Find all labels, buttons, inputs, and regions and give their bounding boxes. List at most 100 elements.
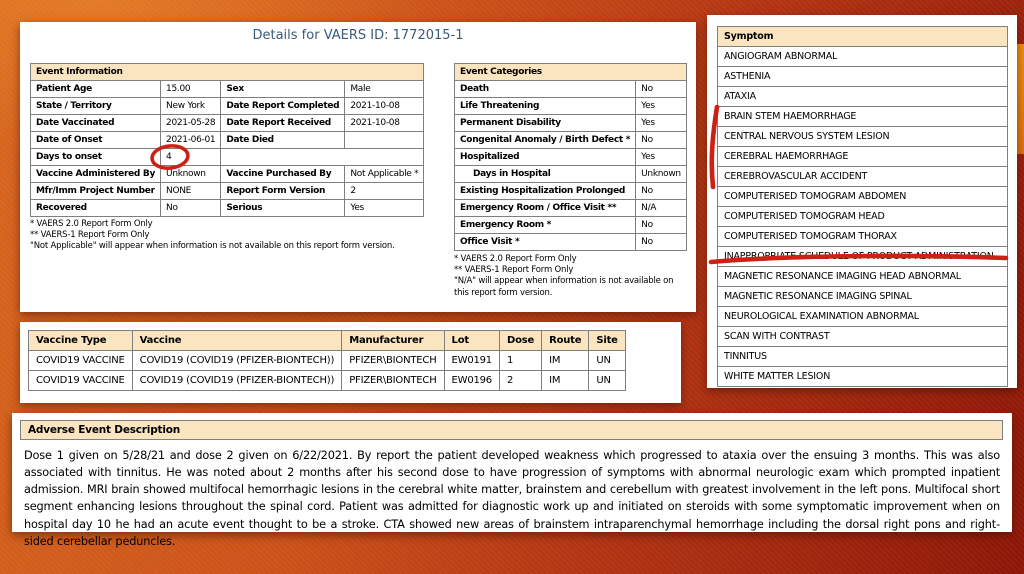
table-row: COMPUTERISED TOMOGRAM HEAD	[717, 206, 1008, 227]
value-cell: No	[635, 216, 687, 234]
table-row: COVID19 VACCINE COVID19 (COVID19 (PFIZER…	[28, 370, 626, 391]
table-row: COMPUTERISED TOMOGRAM THORAX	[717, 226, 1008, 247]
label-cell: Patient Age	[29, 80, 162, 98]
table-row: BRAIN STEM HAEMORRHAGE	[717, 106, 1008, 127]
route-cell: IM	[541, 350, 590, 371]
vaccine-type-cell: COVID19 VACCINE	[28, 370, 133, 391]
symptom-cell: ANGIOGRAM ABNORMAL	[717, 46, 1008, 67]
label-cell: Emergency Room *	[453, 216, 637, 234]
vaccine-type-cell: COVID19 VACCINE	[28, 350, 133, 371]
label-cell: Serious	[220, 199, 346, 217]
symptom-cell: MAGNETIC RESONANCE IMAGING SPINAL	[717, 286, 1008, 307]
value-cell: N/A	[635, 199, 687, 217]
footnote: * VAERS 2.0 Report Form Only	[454, 254, 577, 264]
table-row: Vaccine Administered By Unknown Vaccine …	[29, 165, 425, 183]
table-row: Death No	[453, 80, 687, 98]
symptom-cell: COMPUTERISED TOMOGRAM ABDOMEN	[717, 186, 1008, 207]
table-row: Life Threatening Yes	[453, 97, 687, 115]
table-row: Hospitalized Yes	[453, 148, 687, 166]
table-row: Date Vaccinated 2021-05-28 Date Report R…	[29, 114, 425, 132]
dose-cell: 2	[498, 370, 543, 391]
label-cell: Date Vaccinated	[29, 114, 162, 132]
table-row: Recovered No Serious Yes	[29, 199, 425, 217]
table-row: ASTHENIA	[717, 66, 1008, 87]
header-cell: Manufacturer	[341, 330, 445, 351]
symptom-cell-underlined: INAPPROPRIATE SCHEDULE OF PRODUCT ADMINI…	[717, 246, 1008, 267]
symptom-cell: MAGNETIC RESONANCE IMAGING HEAD ABNORMAL	[717, 266, 1008, 287]
label-cell: Congenital Anomaly / Birth Defect *	[453, 131, 637, 149]
days-to-onset-value-cell: 4	[160, 148, 222, 166]
symptom-cell: NEUROLOGICAL EXAMINATION ABNORMAL	[717, 306, 1008, 327]
symptom-cell: SCAN WITH CONTRAST	[717, 326, 1008, 347]
label-cell: Vaccine Administered By	[29, 165, 162, 183]
vaccine-table: Vaccine Type Vaccine Manufacturer Lot Do…	[28, 330, 626, 391]
symptom-cell: CEREBRAL HAEMORRHAGE	[717, 146, 1008, 167]
page-title: Details for VAERS ID: 1772015-1	[252, 28, 464, 43]
symptom-cell: COMPUTERISED TOMOGRAM THORAX	[717, 226, 1008, 247]
table-row: Mfr/Imm Project Number NONE Report Form …	[29, 182, 425, 200]
table-row: Emergency Room / Office Visit ** N/A	[453, 199, 687, 217]
event-categories-header: Event Categories	[454, 63, 687, 81]
value-cell: NONE	[160, 182, 222, 200]
symptom-header: Symptom	[717, 26, 1008, 47]
value-cell: 2021-05-28	[160, 114, 222, 132]
value-cell: Yes	[344, 199, 425, 217]
value-cell: No	[635, 131, 687, 149]
label-cell: Hospitalized	[453, 148, 637, 166]
value-cell: Yes	[635, 148, 687, 166]
dose-cell: 1	[498, 350, 543, 371]
symptom-cell: ATAXIA	[717, 86, 1008, 107]
vaccine-cell: COVID19 (COVID19 (PFIZER-BIONTECH))	[131, 350, 343, 371]
footnote: * VAERS 2.0 Report Form Only	[30, 219, 153, 229]
symptom-table: Symptom ANGIOGRAM ABNORMAL ASTHENIA ATAX…	[717, 26, 1008, 387]
table-row: ATAXIA	[717, 86, 1008, 107]
value-cell: Yes	[635, 114, 687, 132]
header-cell: Lot	[443, 330, 500, 351]
table-row: Days in Hospital Unknown	[453, 165, 687, 183]
value-cell: New York	[160, 97, 222, 115]
table-row: State / Territory New York Date Report C…	[29, 97, 425, 115]
event-categories-footnotes: * VAERS 2.0 Report Form Only ** VAERS-1 …	[454, 254, 686, 299]
details-panel: Details for VAERS ID: 1772015-1 Event In…	[20, 22, 696, 312]
value-cell: No	[635, 80, 687, 98]
lot-cell: EW0191	[443, 350, 500, 371]
footnote: "Not Applicable" will appear when inform…	[30, 241, 395, 252]
footnote: "N/A" will appear when information is no…	[454, 276, 674, 298]
value-cell: Male	[344, 80, 425, 98]
header-cell: Route	[541, 330, 590, 351]
site-cell: UN	[588, 370, 626, 391]
manufacturer-cell: PFIZER\BIONTECH	[341, 350, 445, 371]
value-cell: No	[160, 199, 222, 217]
table-row: Patient Age 15.00 Sex Male	[29, 80, 425, 98]
adverse-event-description: Dose 1 given on 5/28/21 and dose 2 given…	[24, 449, 1000, 548]
empty-cell	[220, 148, 425, 166]
manufacturer-cell: PFIZER\BIONTECH	[341, 370, 445, 391]
table-header-row: Vaccine Type Vaccine Manufacturer Lot Do…	[28, 330, 626, 351]
event-information-footnotes: * VAERS 2.0 Report Form Only ** VAERS-1 …	[30, 219, 395, 253]
table-row: TINNITUS	[717, 346, 1008, 367]
table-row: WHITE MATTER LESION	[717, 366, 1008, 387]
symptom-cell: TINNITUS	[717, 346, 1008, 367]
label-cell: Date Died	[220, 131, 346, 149]
label-cell: Death	[453, 80, 637, 98]
event-categories-table: Event Categories Death No Life Threateni…	[453, 63, 687, 251]
value-cell: 2	[344, 182, 425, 200]
table-row: Existing Hospitalization Prolonged No	[453, 182, 687, 200]
table-row: INAPPROPRIATE SCHEDULE OF PRODUCT ADMINI…	[717, 246, 1008, 267]
header-cell: Vaccine Type	[28, 330, 133, 351]
table-row: Office Visit * No	[453, 233, 687, 251]
value-cell: 2021-10-08	[344, 97, 425, 115]
symptom-cell: WHITE MATTER LESION	[717, 366, 1008, 387]
value-cell: No	[635, 182, 687, 200]
label-cell: Date of Onset	[29, 131, 162, 149]
label-cell: Date Report Completed	[220, 97, 346, 115]
symptom-cell: CENTRAL NERVOUS SYSTEM LESION	[717, 126, 1008, 147]
background-accent-bar	[1015, 44, 1024, 154]
lot-cell: EW0196	[443, 370, 500, 391]
label-cell: Life Threatening	[453, 97, 637, 115]
route-cell: IM	[541, 370, 590, 391]
value-cell: 2021-10-08	[344, 114, 425, 132]
adverse-event-panel: Adverse Event Description Dose 1 given o…	[12, 413, 1012, 548]
symptom-cell: CEREBROVASCULAR ACCIDENT	[717, 166, 1008, 187]
label-cell: Emergency Room / Office Visit **	[453, 199, 637, 217]
